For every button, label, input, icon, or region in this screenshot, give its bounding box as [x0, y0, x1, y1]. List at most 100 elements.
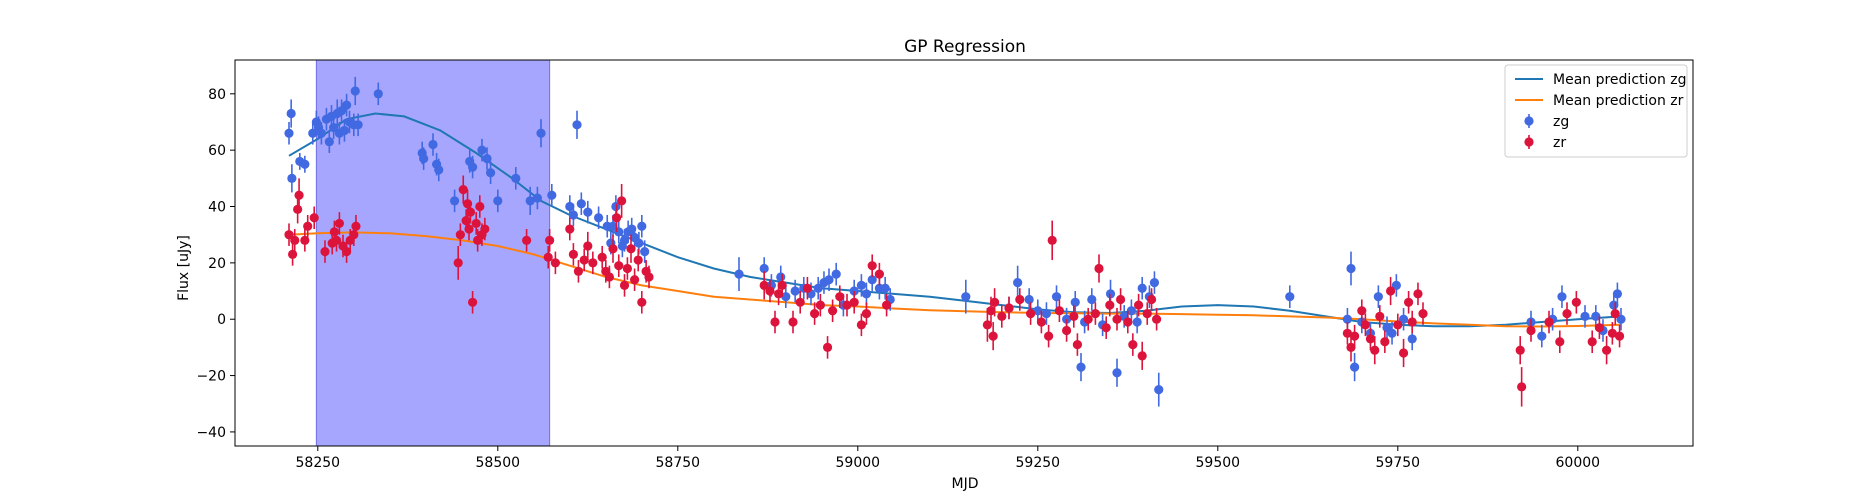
data-point-zr	[1069, 311, 1079, 321]
data-point-zr	[1015, 294, 1025, 305]
data-point-zr	[1360, 320, 1370, 330]
plot-frame	[234, 59, 1694, 447]
data-point-zr	[874, 269, 885, 279]
data-point-zg	[583, 207, 593, 217]
data-point-zg	[1070, 297, 1080, 307]
data-point-zr	[573, 266, 584, 276]
data-point-zr	[982, 320, 993, 330]
data-point-zg	[1076, 362, 1086, 372]
data-point-zr	[1101, 323, 1111, 333]
data-point-zr	[1562, 308, 1572, 319]
data-point-zr	[550, 258, 561, 268]
data-point-zr	[1517, 382, 1527, 392]
data-point-zr	[545, 235, 555, 245]
data-point-zr	[1094, 263, 1104, 274]
data-point-zr	[1350, 331, 1360, 341]
data-point-zr	[608, 244, 618, 254]
data-point-zg	[640, 246, 650, 257]
data-point-zr	[822, 342, 833, 352]
x-tick-label: 59500	[1196, 455, 1241, 471]
data-point-zr	[1407, 317, 1417, 327]
data-point-zr	[774, 289, 784, 299]
data-point-zr	[637, 297, 647, 307]
data-point-zr	[1047, 235, 1057, 245]
data-point-zr	[842, 300, 852, 310]
legend-point-swatch	[1524, 137, 1534, 147]
data-point-zg	[1132, 317, 1142, 327]
data-point-zg	[781, 292, 791, 302]
data-point-zr	[1342, 328, 1352, 338]
data-point-zr	[579, 255, 589, 265]
data-point-zr	[1571, 297, 1581, 307]
data-point-zr	[588, 258, 598, 268]
data-point-zg	[1154, 385, 1164, 395]
data-point-zr	[1036, 317, 1046, 327]
data-point-zr	[290, 235, 300, 245]
data-point-zr	[1614, 331, 1625, 341]
data-point-zg	[486, 168, 496, 178]
legend-entry-zg: zg	[1524, 114, 1569, 130]
data-point-zg	[1149, 277, 1160, 288]
chart-title: GP Regression	[904, 37, 1026, 57]
data-point-zg	[1285, 292, 1295, 302]
data-point-zg	[1087, 294, 1097, 305]
data-point-zg	[634, 238, 644, 248]
data-point-zr	[464, 224, 474, 234]
data-point-zr	[351, 221, 361, 231]
data-point-zg	[1342, 314, 1352, 324]
data-point-zr	[1515, 345, 1525, 355]
y-tick-label: 40	[208, 200, 226, 216]
data-point-zr	[1587, 337, 1597, 347]
data-point-zr	[300, 235, 310, 245]
data-point-zg	[511, 173, 521, 183]
data-point-zg	[1407, 334, 1417, 344]
data-point-zg	[287, 173, 297, 183]
data-point-zr	[334, 218, 344, 229]
data-point-zr	[1365, 334, 1376, 344]
data-point-zr	[765, 286, 775, 296]
data-point-zg	[619, 235, 630, 245]
data-point-zr	[1555, 337, 1565, 347]
data-point-zr	[856, 320, 867, 330]
data-point-zr	[1594, 323, 1604, 333]
data-point-zg	[1137, 283, 1147, 293]
data-point-zr	[284, 230, 294, 240]
data-point-zg	[568, 210, 579, 220]
data-point-zr	[630, 275, 640, 285]
axes: 58250 58500 58750 59000 59250 59500 59750 60000…	[196, 59, 1694, 471]
data-point-zr	[597, 252, 607, 262]
data-point-zr	[828, 306, 838, 316]
data-point-zg	[1033, 306, 1043, 316]
data-point-zr	[1044, 331, 1054, 341]
legend: Mean prediction zg Mean prediction zr zg zr	[1504, 64, 1688, 158]
data-point-zr	[604, 272, 615, 282]
data-point-zg	[353, 120, 363, 130]
data-point-zg	[824, 275, 834, 285]
data-point-zg	[880, 283, 890, 293]
data-point-zr	[990, 297, 1000, 307]
data-point-zr	[770, 317, 780, 327]
data-point-zr	[1357, 306, 1367, 316]
data-point-zr	[759, 280, 769, 291]
data-point-zr	[867, 261, 877, 271]
data-point-zr	[986, 306, 996, 316]
data-point-zg	[329, 123, 339, 133]
data-point-zr	[633, 255, 643, 265]
data-point-zr	[1004, 303, 1014, 313]
x-tick-label: 59250	[1016, 455, 1061, 471]
data-point-zr	[583, 241, 593, 251]
y-tick-label: 0	[217, 312, 226, 328]
data-point-zg	[1387, 328, 1397, 338]
data-point-zg	[308, 128, 318, 138]
data-point-zg	[1398, 314, 1409, 324]
data-point-zg	[1373, 292, 1383, 302]
data-point-zr	[1418, 308, 1428, 319]
x-tick-label: 58750	[656, 455, 701, 471]
data-point-zg	[428, 139, 438, 150]
data-point-zr	[619, 280, 630, 291]
legend-entry-mean-zg: Mean prediction zg	[1515, 72, 1687, 88]
data-point-zr	[1380, 337, 1390, 347]
data-point-zg	[493, 196, 503, 206]
data-point-zg	[350, 86, 360, 96]
